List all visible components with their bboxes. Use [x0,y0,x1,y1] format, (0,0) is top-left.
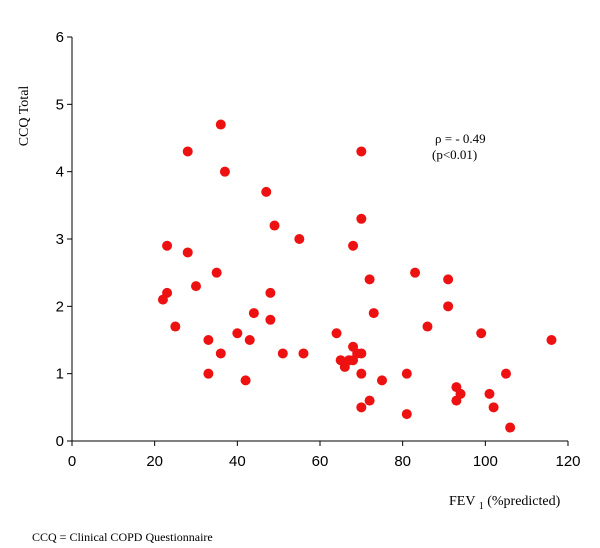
data-point [203,368,214,379]
data-point [248,308,259,319]
data-point [331,328,342,339]
data-point [443,274,454,285]
data-point [265,287,276,298]
y-tick-label: 0 [56,433,64,450]
data-point [215,348,226,359]
data-point [364,395,375,406]
x-tick-label: 120 [555,453,580,470]
y-tick-label: 1 [56,366,64,383]
y-tick-label: 3 [56,231,64,248]
correlation-annotation: ρ = - 0.49 [435,131,486,146]
axes [67,36,569,446]
data-point [269,220,280,231]
y-tick-label: 6 [56,29,64,46]
y-tick-label: 2 [56,298,64,315]
x-axis-title: FEV 1 (%predicted) [449,494,561,513]
data-point [455,388,466,399]
data-point [211,267,222,278]
data-point [240,375,251,386]
data-point [356,213,367,224]
data-point [488,402,499,413]
y-axis-title: CCQ Total [17,86,32,147]
data-point [215,119,226,130]
data-point [162,287,173,298]
data-point [356,348,367,359]
data-point [501,368,511,379]
data-point [182,247,193,258]
data-point [401,368,412,379]
data-point [261,186,272,197]
significance-annotation: (p<0.01) [432,147,477,162]
data-point [356,146,367,157]
data-point [348,240,359,251]
x-axis-title-subscript: 1 [479,501,484,512]
x-tick-label: 100 [473,453,498,470]
data-point [476,328,487,339]
data-point [410,267,421,278]
data-point [368,308,379,319]
data-point [401,409,412,420]
data-point [364,274,375,285]
data-point [356,402,367,413]
data-point [170,321,181,332]
data-point [298,348,309,359]
data-point [265,314,276,325]
data-point [182,146,193,157]
data-point [356,368,367,379]
x-axis-title-rest: (%predicted) [487,494,560,509]
data-point [443,301,454,312]
data-point [191,281,201,292]
x-tick-label: 0 [68,453,76,470]
data-point [505,422,516,433]
y-tick-label: 5 [56,96,64,113]
data-point [294,234,305,244]
footnote: CCQ = Clinical COPD Questionnaire [32,530,213,544]
y-tick-label: 4 [56,164,64,181]
data-point [422,321,433,332]
x-axis-title-main: FEV [449,494,475,509]
data-point [377,375,387,386]
data-point [546,335,557,345]
x-tick-label: 40 [229,453,246,470]
data-point [277,348,288,359]
x-tick-label: 20 [146,453,163,470]
x-tick-label: 80 [394,453,411,470]
data-point [219,166,230,177]
tick-labels: 0 20 40 60 80 100 120 0 1 2 3 4 5 6 [56,29,581,470]
data-point [244,335,255,345]
x-tick-label: 60 [312,453,329,470]
data-point [162,240,173,251]
data-point [484,388,495,399]
data-point [232,328,243,339]
data-point [203,335,214,345]
data-points [157,119,557,433]
